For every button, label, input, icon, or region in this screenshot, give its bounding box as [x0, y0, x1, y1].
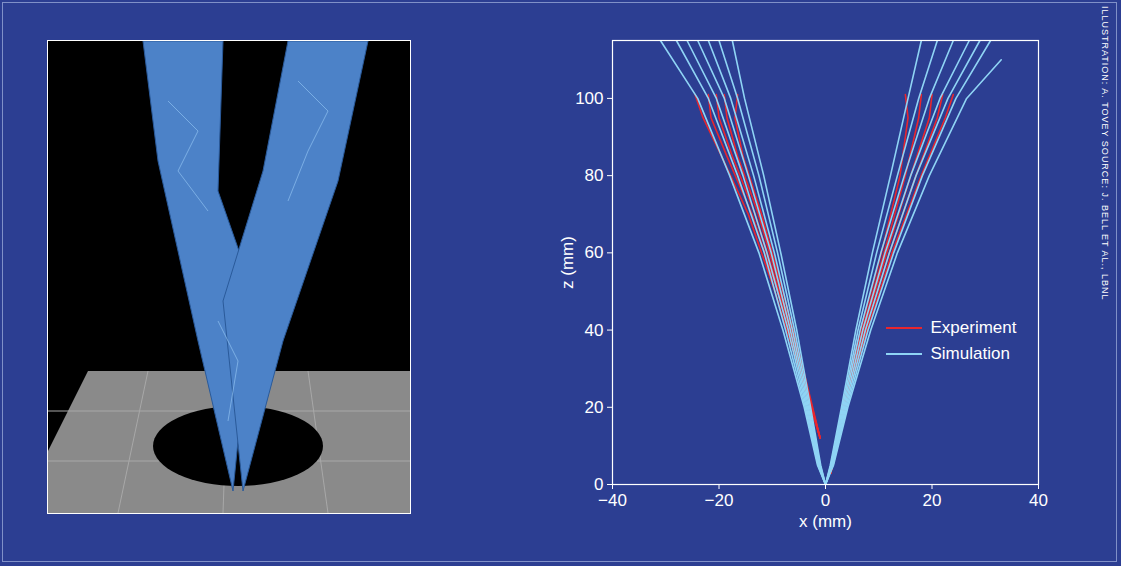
svg-text:0: 0	[821, 491, 830, 510]
svg-text:−40: −40	[598, 491, 627, 510]
html-text:Experiment: Experiment	[930, 318, 1017, 338]
svg-text:z (mm): z (mm)	[558, 236, 577, 289]
svg-text:0: 0	[594, 474, 604, 494]
html-text:Simulation: Simulation	[930, 344, 1010, 364]
svg-text:40: 40	[585, 321, 604, 340]
svg-text:20: 20	[923, 491, 942, 510]
svg-text:−20: −20	[705, 491, 734, 510]
svg-text:x (mm): x (mm)	[799, 512, 852, 531]
svg-text:40: 40	[1029, 491, 1048, 510]
svg-text:80: 80	[585, 166, 604, 185]
html-text:ILLUSTRATION: A. TOVEY SOURCE:: ILLUSTRATION: A. TOVEY SOURCE: J. BELL E…	[1100, 6, 1110, 301]
svg-text:20: 20	[585, 398, 604, 417]
svg-text:100: 100	[575, 89, 603, 108]
svg-text:60: 60	[585, 243, 604, 262]
